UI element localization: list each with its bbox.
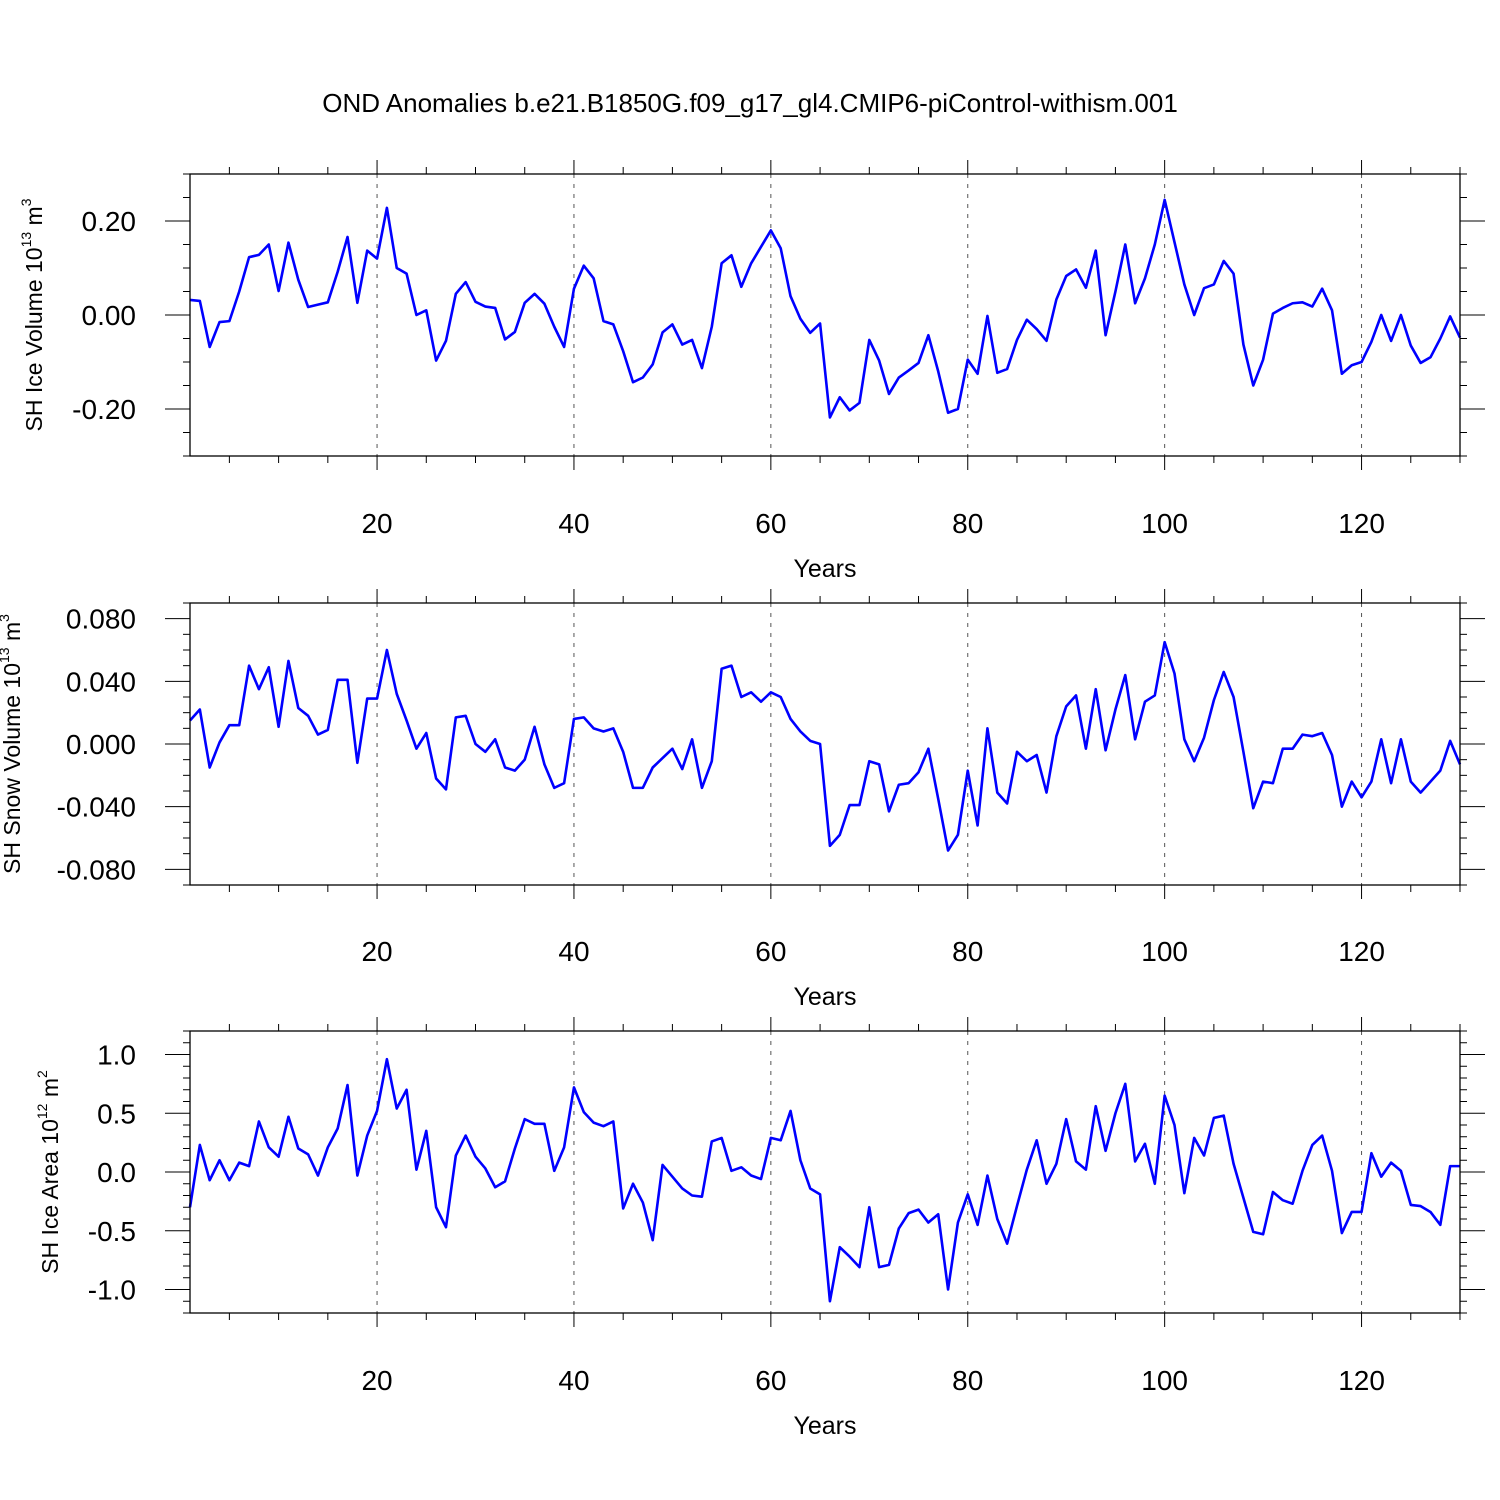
plot-frame <box>189 173 1461 457</box>
x-tick-label: 60 <box>755 508 786 539</box>
x-tick-label: 120 <box>1338 936 1385 967</box>
x-tick-label: 20 <box>361 508 392 539</box>
x-tick-label: 80 <box>952 936 983 967</box>
y-tick-label: 1.0 <box>97 1040 136 1071</box>
x-tick-label: 40 <box>558 936 589 967</box>
x-tick-label: 100 <box>1141 508 1188 539</box>
y-axis-label: SH Ice Area 1012 m2 <box>34 1070 63 1274</box>
y-tick-label: -0.5 <box>88 1216 136 1247</box>
x-tick-label: 120 <box>1338 508 1385 539</box>
panel-3: 20 40 60 80 100 120 1.0 0.5 0.0 -0.5 -1.0 Years SH I… <box>34 1017 1485 1440</box>
series-line <box>189 640 1462 852</box>
x-tick-label: 20 <box>361 1365 392 1396</box>
x-axis-label: Years <box>793 1412 856 1440</box>
y-tick-label: -1.0 <box>88 1275 136 1306</box>
panel-2: 20 40 60 80 100 120 0.080 0.040 0.000 -0.040 -0.08… <box>0 589 1485 1011</box>
x-tick-label: 40 <box>558 1365 589 1396</box>
x-tick-label: 60 <box>755 936 786 967</box>
x-tick-label: 120 <box>1338 1365 1385 1396</box>
x-tick-label: 100 <box>1141 1365 1188 1396</box>
y-tick-label: -0.040 <box>57 792 136 823</box>
plot-frame <box>189 1030 1461 1314</box>
x-axis-label: Years <box>793 555 856 583</box>
panel-1: 20 40 60 80 100 120 0.20 0.00 -0.20 Years SH Ice V… <box>18 160 1485 583</box>
y-axis-label: SH Ice Volume 1013 m3 <box>18 198 47 431</box>
y-tick-label: 0.000 <box>66 729 136 760</box>
y-axis-label: SH Snow Volume 1013 m3 <box>0 614 25 874</box>
x-tick-label: 40 <box>558 508 589 539</box>
x-tick-label: 60 <box>755 1365 786 1396</box>
y-tick-label: 0.080 <box>66 604 136 635</box>
x-tick-label: 80 <box>952 508 983 539</box>
x-tick-label: 20 <box>361 936 392 967</box>
figure-title: OND Anomalies b.e21.B1850G.f09_g17_gl4.C… <box>322 88 1178 118</box>
y-tick-label: -0.20 <box>72 394 136 425</box>
series-line <box>188 1057 1460 1303</box>
plot-frame <box>189 602 1461 886</box>
y-tick-label: 0.00 <box>82 300 137 331</box>
y-tick-label: 0.20 <box>82 206 137 237</box>
y-tick-label: -0.080 <box>57 854 136 885</box>
y-tick-label: 0.5 <box>97 1098 136 1129</box>
x-tick-label: 80 <box>952 1365 983 1396</box>
x-tick-label: 100 <box>1141 936 1188 967</box>
series-line <box>189 198 1462 419</box>
x-axis-label: Years <box>793 983 856 1011</box>
y-tick-label: 0.0 <box>97 1157 136 1188</box>
y-tick-label: 0.040 <box>66 666 136 697</box>
